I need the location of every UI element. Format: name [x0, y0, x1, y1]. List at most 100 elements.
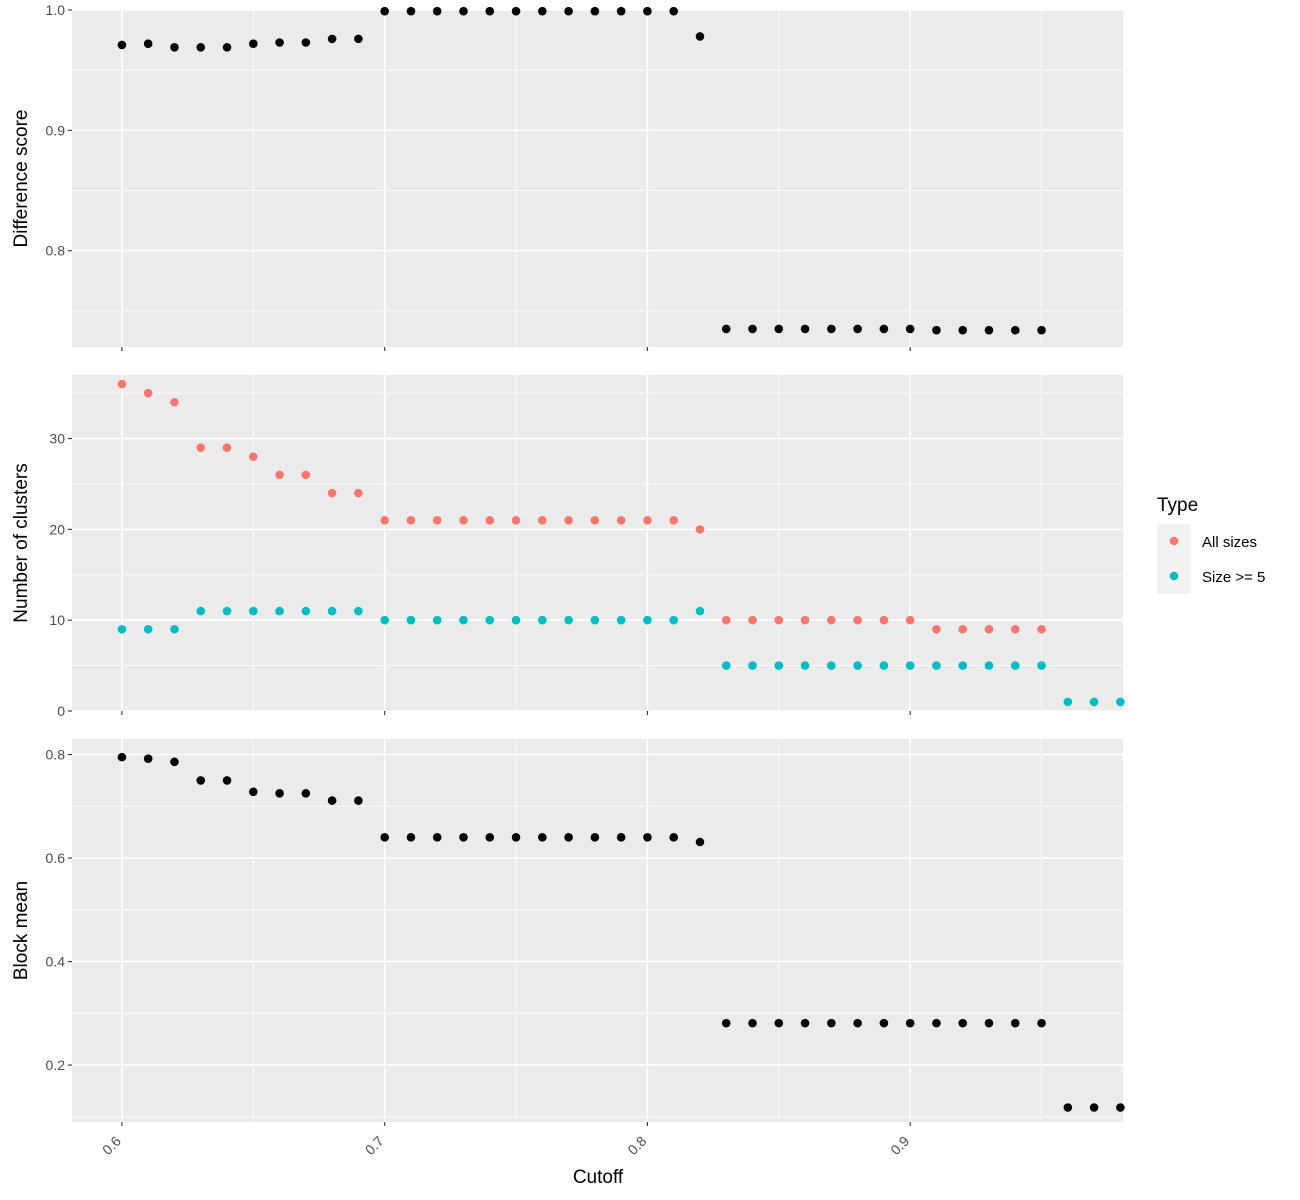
legend-key — [1169, 536, 1179, 546]
data-point — [1010, 1018, 1020, 1028]
data-point — [275, 38, 284, 47]
panel-background — [72, 375, 1123, 711]
data-point — [432, 615, 442, 625]
data-point — [1010, 624, 1020, 634]
data-point — [485, 515, 495, 525]
data-point — [984, 325, 994, 335]
data-point — [853, 661, 862, 670]
data-point — [354, 34, 363, 44]
data-point — [616, 615, 626, 625]
data-point — [143, 754, 153, 763]
data-point — [354, 606, 363, 616]
data-point — [590, 6, 600, 16]
data-point — [485, 615, 495, 625]
data-point — [485, 833, 495, 842]
data-point — [748, 661, 757, 670]
data-point — [643, 833, 652, 842]
data-point — [564, 615, 573, 625]
data-point — [196, 43, 206, 52]
data-point — [774, 324, 784, 334]
data-point — [774, 1018, 784, 1028]
panels-group: 0.8 0.9 1.0 Difference score 0 10 20 30 Number o… — [11, 2, 1125, 1126]
data-point — [1063, 697, 1073, 707]
data-point — [170, 43, 179, 52]
y-tick-label: 20 — [49, 521, 65, 537]
data-point — [879, 661, 889, 670]
data-point — [354, 488, 363, 498]
y-axis-title: Number of clusters — [11, 463, 32, 622]
data-point — [248, 787, 258, 797]
data-point — [695, 606, 705, 616]
data-point — [459, 515, 468, 525]
data-point — [380, 615, 389, 625]
data-point — [932, 661, 941, 670]
data-point — [564, 6, 573, 16]
y-tick-label: 0.4 — [46, 954, 66, 970]
data-point — [248, 39, 258, 48]
data-point — [564, 515, 573, 525]
data-point — [905, 324, 915, 334]
data-point — [958, 661, 968, 670]
data-point — [117, 40, 127, 50]
x-axis-title: Cutoff — [573, 1167, 624, 1188]
y-tick-label: 1.0 — [46, 2, 66, 18]
data-point — [459, 615, 468, 625]
data-point — [748, 615, 757, 625]
data-point — [301, 38, 311, 47]
y-tick-label: 0.2 — [46, 1057, 66, 1073]
data-point — [853, 1018, 862, 1028]
y-tick-label: 0.8 — [46, 747, 66, 763]
data-point — [721, 661, 731, 670]
data-point — [721, 1018, 731, 1028]
y-tick-label: 30 — [49, 431, 65, 447]
y-tick-label: 0.8 — [46, 243, 66, 259]
data-point — [459, 6, 468, 16]
legend-label: All sizes — [1202, 534, 1257, 551]
data-point — [538, 833, 547, 842]
data-point — [932, 325, 941, 335]
data-point — [117, 379, 127, 389]
data-point — [432, 6, 442, 16]
y-axis-title: Difference score — [11, 110, 32, 248]
data-point — [721, 615, 731, 625]
data-point — [905, 661, 915, 670]
data-point — [1037, 624, 1046, 634]
data-point — [695, 525, 705, 534]
data-point — [406, 615, 416, 625]
data-point — [853, 324, 862, 334]
data-point — [958, 325, 968, 335]
data-point — [800, 324, 810, 334]
data-point — [932, 624, 941, 634]
data-point — [616, 6, 626, 16]
data-point — [380, 515, 389, 525]
data-point — [170, 757, 179, 767]
data-point — [432, 515, 442, 525]
data-point — [590, 615, 600, 625]
panel-2: 0 10 20 30 Number of clusters — [11, 375, 1125, 719]
data-point — [248, 452, 258, 462]
data-point — [222, 606, 232, 616]
data-point — [590, 515, 600, 525]
data-point — [406, 6, 416, 16]
series-2 — [117, 606, 1125, 707]
data-point — [800, 1018, 810, 1028]
data-point — [616, 833, 626, 842]
data-point — [459, 833, 468, 842]
data-point — [222, 43, 232, 52]
data-point — [248, 606, 258, 616]
data-point — [905, 1018, 915, 1028]
data-point — [196, 606, 206, 616]
data-point — [669, 515, 678, 525]
data-point — [669, 6, 678, 16]
data-point — [275, 606, 284, 616]
data-point — [196, 776, 206, 785]
data-point — [170, 624, 179, 634]
data-point — [222, 776, 232, 785]
y-tick-label: 0 — [57, 703, 65, 719]
data-point — [275, 470, 284, 480]
data-point — [669, 615, 678, 625]
data-point — [301, 606, 311, 616]
data-point — [275, 789, 284, 798]
data-point — [905, 615, 915, 625]
